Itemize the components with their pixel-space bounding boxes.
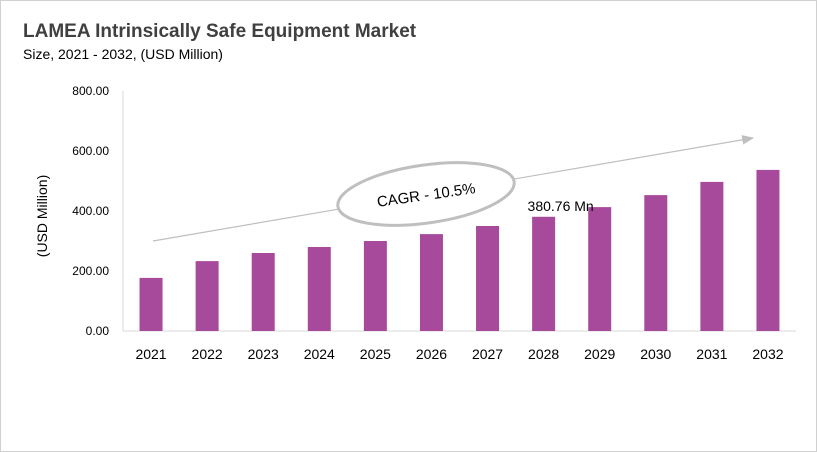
- bar-2028: [532, 216, 556, 331]
- chart-title: LAMEA Intrinsically Safe Equipment Marke…: [23, 21, 417, 42]
- y-tick-label: 800.00: [72, 84, 109, 98]
- x-tick-label: 2029: [584, 346, 615, 362]
- bar-2032: [756, 169, 780, 331]
- bar-2027: [476, 226, 500, 331]
- y-tick-label: 0.00: [86, 324, 110, 338]
- x-tick-label: 2024: [304, 346, 335, 362]
- x-tick-label: 2025: [360, 346, 391, 362]
- data-label-2028: 380.76 Mn: [528, 198, 594, 214]
- y-tick-label: 400.00: [72, 204, 109, 218]
- x-tick-label: 2032: [752, 346, 783, 362]
- x-tick-label: 2027: [472, 346, 503, 362]
- x-tick-label: 2031: [696, 346, 727, 362]
- bar-2031: [700, 181, 724, 331]
- x-tick-label: 2026: [416, 346, 447, 362]
- x-tick-label: 2023: [248, 346, 279, 362]
- bar-2026: [419, 234, 443, 331]
- bar-2021: [139, 277, 163, 331]
- bar-2022: [195, 261, 219, 331]
- chart-subtitle: Size, 2021 - 2032, (USD Million): [23, 46, 223, 62]
- y-tick-label: 200.00: [72, 264, 109, 278]
- bar-2029: [588, 207, 612, 331]
- y-axis-label: (USD Million): [34, 175, 50, 257]
- y-tick-label: 600.00: [72, 144, 109, 158]
- x-tick-label: 2030: [640, 346, 671, 362]
- x-tick-label: 2022: [192, 346, 223, 362]
- bar-2030: [644, 195, 668, 331]
- bar-2024: [307, 247, 331, 331]
- x-tick-label: 2021: [135, 346, 166, 362]
- cagr-ellipse: [336, 161, 516, 227]
- bar-2023: [251, 253, 275, 331]
- bar-2025: [363, 241, 387, 331]
- x-tick-label: 2028: [528, 346, 559, 362]
